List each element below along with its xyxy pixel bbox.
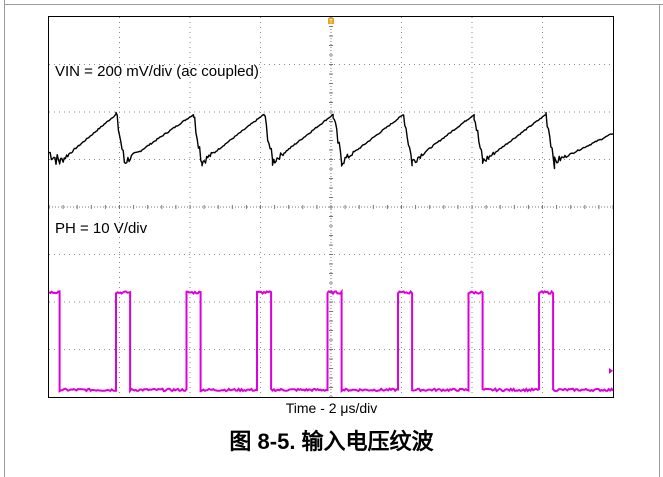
ph-waveform [49,288,613,394]
vin-waveform [49,111,613,170]
ph-trace-label: PH = 10 V/div [55,220,148,237]
x-axis-label: Time - 2 μs/div [285,400,378,416]
page-frame-left [4,0,5,477]
trigger-marker-label: T [329,20,333,26]
oscilloscope-screen: T VIN = 200 mV/div (ac coupled) PH = 10 … [48,16,614,398]
page-frame-right [659,4,660,477]
page-frame-top [4,4,663,5]
ph-level-marker [609,367,613,374]
figure-caption: 图 8-5. 输入电压纹波 [229,429,434,454]
vin-trace-label: VIN = 200 mV/div (ac coupled) [55,63,259,80]
trigger-marker [328,18,334,24]
scope-plot: T [49,17,613,397]
